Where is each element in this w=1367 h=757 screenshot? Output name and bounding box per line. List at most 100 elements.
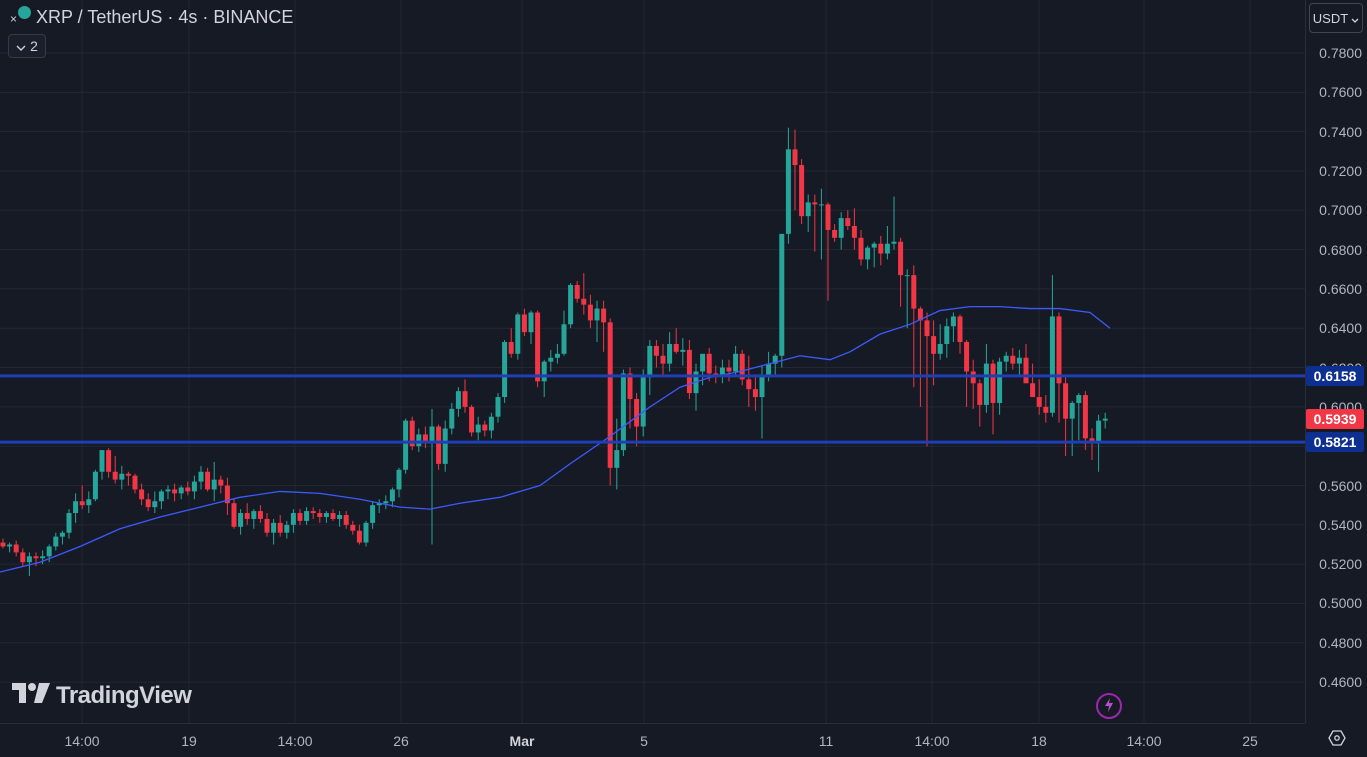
candle (752, 375, 758, 411)
candle (746, 355, 752, 407)
candle (330, 509, 336, 521)
candle (350, 520, 356, 535)
candle (805, 194, 811, 232)
candle (884, 226, 890, 260)
candle (356, 524, 362, 545)
candle (568, 283, 574, 329)
price-axis[interactable]: 0.7800 0.7600 0.7400 0.7200 0.7000 0.6800 0.66… (1305, 0, 1367, 723)
candle (607, 318, 613, 486)
candle (86, 491, 92, 514)
candle (66, 509, 72, 539)
candle (561, 310, 567, 356)
candle (528, 310, 534, 344)
symbol-legend[interactable]: × XRP / TetherUS · 4s · BINANCE (8, 6, 293, 28)
candle (1063, 375, 1069, 457)
candle (997, 357, 1003, 415)
indicators-collapse-button[interactable]: 2 (8, 34, 46, 58)
candle (370, 501, 376, 529)
candle (244, 503, 250, 525)
candle (449, 402, 455, 435)
settings-hexagon-icon (1327, 729, 1346, 752)
symbol-logo-icon: × (8, 6, 32, 28)
price-tick-label: 0.5600 (1319, 477, 1362, 494)
candle (198, 465, 204, 490)
candle (409, 416, 415, 451)
candle (1003, 351, 1009, 372)
candle (59, 530, 65, 545)
candle (924, 312, 930, 447)
candle (396, 467, 402, 498)
time-tick-label: 14:00 (277, 733, 313, 749)
candle (145, 493, 151, 512)
candle (891, 196, 897, 250)
candle (719, 359, 725, 384)
chevron-down-icon (16, 38, 26, 54)
candle (53, 532, 59, 551)
candle (693, 363, 699, 411)
candle (264, 513, 270, 537)
candle (878, 235, 884, 266)
candle (601, 300, 607, 352)
candle (1069, 400, 1075, 457)
candle (759, 365, 765, 439)
candle (257, 505, 263, 523)
tradingview-watermark[interactable]: TradingView (12, 682, 192, 710)
candle (317, 509, 323, 523)
candle (937, 324, 943, 360)
candle (1102, 412, 1108, 429)
currency-selector[interactable]: USDT (1309, 3, 1363, 33)
candle (224, 477, 230, 516)
xrp-logo-icon (18, 6, 31, 19)
candle (1043, 395, 1049, 423)
candle (185, 481, 191, 496)
candle (416, 428, 422, 453)
candlestick-chart[interactable] (0, 0, 1305, 723)
candle (667, 332, 673, 372)
candle (627, 367, 633, 429)
chart-settings-button[interactable] (1306, 724, 1367, 756)
currency-label: USDT (1312, 10, 1349, 26)
candle (7, 542, 13, 553)
lightning-alert-button[interactable] (1096, 693, 1122, 719)
candle (172, 483, 178, 502)
price-tag[interactable]: 0.5821 (1306, 432, 1364, 453)
candle (231, 499, 237, 529)
time-tick-label: 25 (1242, 733, 1258, 749)
chart-pane[interactable] (0, 0, 1305, 723)
candle (660, 343, 666, 376)
candle (1056, 312, 1062, 423)
candle (779, 233, 785, 368)
moving-average-line (0, 305, 1111, 573)
price-tag[interactable]: 0.6158 (1306, 365, 1364, 386)
candle (310, 507, 316, 519)
candle (475, 416, 481, 441)
time-tick-label: 14:00 (1126, 733, 1162, 749)
price-tick-label: 0.4600 (1319, 674, 1362, 691)
candle (290, 509, 296, 533)
candle (1082, 391, 1088, 451)
candle (785, 127, 791, 244)
close-icon[interactable]: × (10, 12, 18, 26)
candle (218, 475, 224, 494)
candle (726, 359, 732, 382)
time-tick-label: 5 (640, 733, 648, 749)
candle (436, 424, 442, 470)
time-tick-label: 14:00 (914, 733, 950, 749)
candle (79, 485, 85, 510)
candle (845, 210, 851, 230)
candle (1016, 349, 1022, 378)
candle (20, 548, 26, 567)
candle (554, 343, 560, 364)
candle (799, 159, 805, 225)
candle (495, 393, 501, 423)
candle (957, 314, 963, 354)
candle (323, 511, 329, 523)
chevron-down-icon (1351, 11, 1359, 26)
candle (488, 412, 494, 439)
candle (865, 245, 871, 270)
candle (634, 393, 640, 447)
price-tag[interactable]: 0.5939 (1306, 408, 1364, 429)
time-axis[interactable]: 14:00 19 14:00 26 Mar 5 11 14:00 18 14:00 25 (0, 723, 1305, 757)
candle (574, 281, 580, 303)
candle (178, 485, 184, 500)
